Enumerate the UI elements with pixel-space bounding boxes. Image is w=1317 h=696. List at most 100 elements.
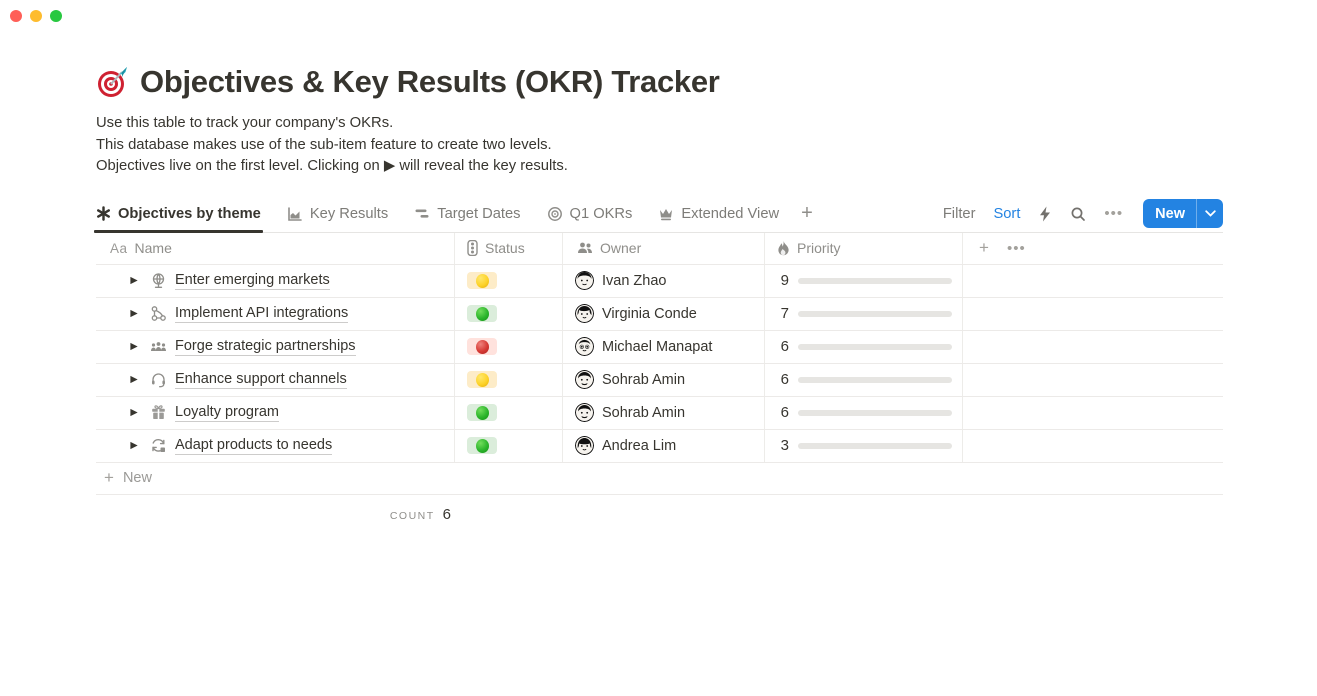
row-title-link[interactable]: Adapt products to needs — [175, 436, 333, 455]
minimize-window-button[interactable] — [30, 10, 42, 22]
priority-bar — [798, 343, 952, 350]
owner-cell[interactable]: Ivan Zhao — [563, 264, 765, 297]
window-controls — [10, 10, 62, 22]
priority-bar — [798, 376, 952, 383]
view-tab-bar: Objectives by theme Key Results — [94, 196, 1223, 233]
priority-cell[interactable]: 6 — [765, 363, 963, 396]
new-button[interactable]: New — [1143, 199, 1223, 228]
status-tag[interactable] — [467, 371, 497, 388]
priority-cell[interactable]: 9 — [765, 264, 963, 297]
avatar — [575, 304, 594, 323]
plus-icon: + — [104, 468, 114, 487]
table-row: ▶ Implement API integrations Virginia Co — [96, 296, 1223, 330]
tab-extended-view[interactable]: Extended View — [658, 196, 779, 232]
priority-cell[interactable]: 6 — [765, 396, 963, 429]
column-label: Priority — [797, 240, 841, 256]
tab-label: Objectives by theme — [118, 205, 261, 222]
expand-toggle chevron-right-icon[interactable]: ▶ — [130, 341, 138, 352]
description-line: Use this table to track your company's O… — [96, 115, 394, 131]
row-title-link[interactable]: Enhance support channels — [175, 370, 347, 389]
tab-q1-okrs[interactable]: Q1 OKRs — [547, 196, 632, 232]
table-row: ▶ Adapt products to needs — [96, 428, 1223, 462]
empty-cell — [963, 331, 1223, 363]
status-tag[interactable] — [467, 305, 497, 322]
row-title-link[interactable]: Forge strategic partnerships — [175, 337, 356, 356]
status-tag[interactable] — [467, 404, 497, 421]
add-view-button[interactable]: + — [801, 202, 813, 224]
tab-key-results[interactable]: Key Results — [287, 196, 388, 232]
owner-cell[interactable]: Virginia Conde — [563, 297, 765, 330]
avatar — [575, 403, 594, 422]
avatar — [575, 436, 594, 455]
people-group-icon — [150, 338, 167, 355]
zoom-window-button[interactable] — [50, 10, 62, 22]
description-line: This database makes use of the sub-item … — [96, 136, 552, 153]
more-dots-icon[interactable]: ••• — [1104, 205, 1124, 222]
owner-cell[interactable]: Sohrab Amin — [563, 396, 765, 429]
row-title-link[interactable]: Implement API integrations — [175, 304, 349, 323]
status-dot — [475, 306, 489, 321]
status-tag[interactable] — [467, 272, 497, 289]
table-header-row: Aa Name Status — [96, 232, 1223, 264]
api-nodes-icon — [150, 305, 167, 322]
filter-button[interactable]: Filter — [942, 205, 976, 222]
priority-cell[interactable]: 7 — [765, 297, 963, 330]
tab-label: Extended View — [681, 205, 780, 222]
empty-cell — [963, 397, 1223, 429]
expand-toggle chevron-right-icon[interactable]: ▶ — [130, 308, 138, 319]
empty-cell — [963, 298, 1223, 330]
sort-button[interactable]: Sort — [993, 205, 1021, 222]
table-options-button more-dots-icon[interactable]: ••• — [1006, 239, 1026, 257]
priority-value: 6 — [780, 338, 789, 355]
close-window-button[interactable] — [10, 10, 22, 22]
status-tag[interactable] — [467, 338, 497, 355]
sync-icon — [150, 437, 167, 454]
tab-target-dates[interactable]: Target Dates — [414, 196, 521, 232]
owner-cell[interactable]: Andrea Lim — [563, 429, 765, 462]
owner-cell[interactable]: Sohrab Amin — [563, 363, 765, 396]
priority-cell[interactable]: 3 — [765, 429, 963, 462]
timeline-view-icon — [414, 206, 430, 222]
new-row-label: New — [122, 470, 152, 486]
status-dot — [475, 405, 489, 420]
avatar — [575, 337, 594, 356]
people-icon — [577, 241, 593, 255]
text-type-icon: Aa — [110, 240, 128, 256]
lightning-icon[interactable] — [1038, 206, 1052, 222]
column-header-extra: + ••• — [963, 233, 1223, 264]
owner-cell[interactable]: Michael Manapat — [563, 330, 765, 363]
add-column-button plus-icon[interactable]: + — [979, 238, 989, 257]
status-dot — [475, 372, 489, 387]
search-icon[interactable] — [1070, 206, 1086, 222]
expand-toggle chevron-right-icon[interactable]: ▶ — [130, 374, 138, 385]
owner-name: Virginia Conde — [602, 305, 697, 322]
row-title-link[interactable]: Enter emerging markets — [175, 271, 330, 290]
priority-value: 7 — [780, 305, 789, 322]
new-row-button[interactable]: + New — [96, 461, 1223, 495]
expand-toggle chevron-right-icon[interactable]: ▶ — [130, 440, 138, 451]
column-header-name[interactable]: Aa Name — [96, 232, 455, 264]
description-line: Objectives live on the first level. Clic… — [96, 158, 568, 174]
row-title-link[interactable]: Loyalty program — [175, 403, 279, 422]
table-row: ▶ Loyalty program — [96, 395, 1223, 429]
owner-name: Michael Manapat — [602, 338, 713, 355]
count-label: COUNT — [389, 509, 435, 522]
expand-toggle chevron-right-icon[interactable]: ▶ — [130, 407, 138, 418]
column-header-owner[interactable]: Owner — [563, 232, 765, 264]
crown-view-icon — [658, 206, 674, 222]
new-button-dropdown[interactable] — [1196, 199, 1223, 228]
headset-icon — [150, 371, 167, 388]
tab-objectives-by-theme[interactable]: Objectives by theme — [94, 196, 263, 233]
traffic-light-icon — [467, 240, 478, 256]
table-row: ▶ Enhance support channels — [96, 362, 1223, 396]
status-dot — [475, 339, 489, 354]
status-tag[interactable] — [467, 437, 497, 454]
column-header-status[interactable]: Status — [455, 232, 563, 264]
owner-name: Sohrab Amin — [602, 371, 686, 388]
expand-toggle chevron-right-icon[interactable]: ▶ — [130, 275, 138, 286]
new-button-label[interactable]: New — [1155, 205, 1185, 222]
column-header-priority[interactable]: Priority — [765, 232, 963, 264]
priority-cell[interactable]: 6 — [765, 330, 963, 363]
page-description: Use this table to track your company's O… — [96, 113, 1223, 178]
priority-value: 6 — [780, 404, 789, 421]
